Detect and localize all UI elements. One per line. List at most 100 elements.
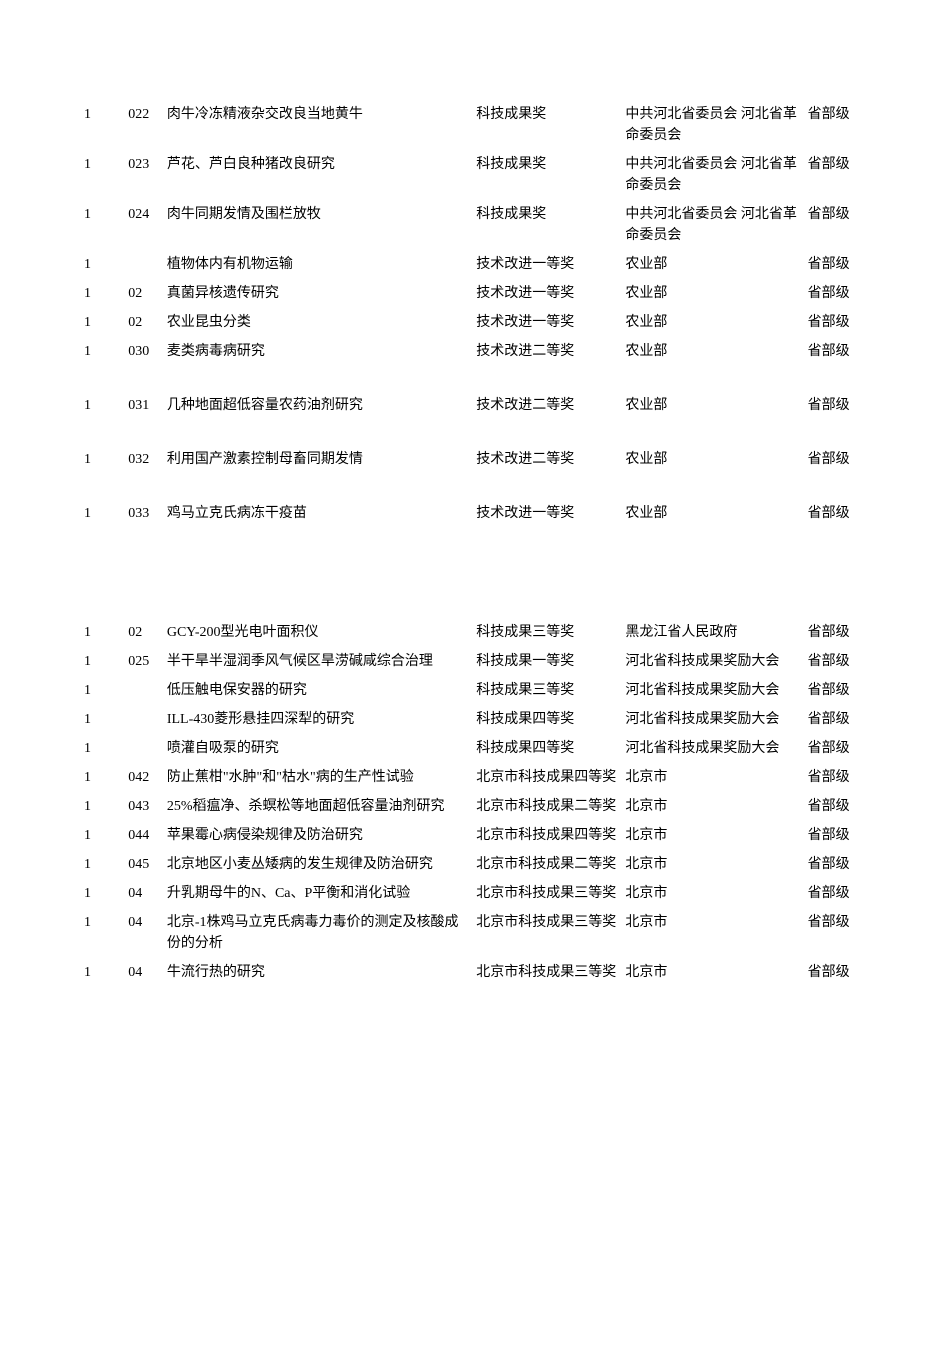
row-code: 031 bbox=[124, 391, 163, 420]
row-level: 省部级 bbox=[804, 763, 870, 792]
row-code: 045 bbox=[124, 850, 163, 879]
table-row: 1低压触电保安器的研究科技成果三等奖河北省科技成果奖励大会省部级 bbox=[80, 676, 870, 705]
row-title: 25%稻瘟净、杀螟松等地面超低容量油剂研究 bbox=[163, 792, 472, 821]
row-title: 苹果霉心病侵染规律及防治研究 bbox=[163, 821, 472, 850]
row-award: 科技成果奖 bbox=[472, 150, 621, 200]
row-level: 省部级 bbox=[804, 908, 870, 958]
awards-table: 1 022肉牛冷冻精液杂交改良当地黄牛科技成果奖中共河北省委员会 河北省革命委员会… bbox=[80, 100, 870, 987]
gap-row bbox=[80, 420, 870, 445]
row-org: 北京市 bbox=[621, 958, 803, 987]
row-title: 半干旱半湿润季风气候区旱涝碱咸综合治理 bbox=[163, 647, 472, 676]
table-row: 1喷灌自吸泵的研究科技成果四等奖河北省科技成果奖励大会省部级 bbox=[80, 734, 870, 763]
row-number: 1 bbox=[80, 850, 124, 879]
row-number: 1 bbox=[80, 792, 124, 821]
gap-row bbox=[80, 474, 870, 499]
row-number: 1 bbox=[80, 908, 124, 958]
table-row: 104北京-1株鸡马立克氏病毒力毒价的测定及核酸成份的分析北京市科技成果三等奖北… bbox=[80, 908, 870, 958]
row-level: 省部级 bbox=[804, 279, 870, 308]
row-code: 025 bbox=[124, 647, 163, 676]
big-gap-row bbox=[80, 528, 870, 618]
row-award: 技术改进二等奖 bbox=[472, 445, 621, 474]
row-level: 省部级 bbox=[804, 308, 870, 337]
row-level: 省部级 bbox=[804, 391, 870, 420]
row-code: 02 bbox=[124, 279, 163, 308]
row-code: 02 bbox=[124, 618, 163, 647]
gap-row bbox=[80, 366, 870, 391]
row-level: 省部级 bbox=[804, 850, 870, 879]
row-level: 省部级 bbox=[804, 705, 870, 734]
row-title: 真菌异核遗传研究 bbox=[163, 279, 472, 308]
row-org: 北京市 bbox=[621, 850, 803, 879]
row-award: 科技成果奖 bbox=[472, 100, 621, 150]
row-award: 北京市科技成果二等奖 bbox=[472, 850, 621, 879]
row-code bbox=[124, 250, 163, 279]
row-award: 科技成果四等奖 bbox=[472, 734, 621, 763]
row-org: 北京市 bbox=[621, 792, 803, 821]
row-org: 北京市 bbox=[621, 821, 803, 850]
row-level: 省部级 bbox=[804, 958, 870, 987]
row-title: 芦花、芦白良种猪改良研究 bbox=[163, 150, 472, 200]
row-level: 省部级 bbox=[804, 337, 870, 366]
row-number: 1 bbox=[80, 200, 124, 250]
row-award: 技术改进一等奖 bbox=[472, 250, 621, 279]
row-award: 北京市科技成果三等奖 bbox=[472, 879, 621, 908]
row-title: 防止蕉柑"水肿"和"枯水"病的生产性试验 bbox=[163, 763, 472, 792]
table-row: 1ILL-430菱形悬挂四深犁的研究科技成果四等奖河北省科技成果奖励大会省部级 bbox=[80, 705, 870, 734]
row-title: 植物体内有机物运输 bbox=[163, 250, 472, 279]
row-number: 1 bbox=[80, 676, 124, 705]
row-title: 升乳期母牛的N、Ca、P平衡和消化试验 bbox=[163, 879, 472, 908]
row-org: 中共河北省委员会 河北省革命委员会 bbox=[621, 100, 803, 150]
row-title: 肉牛冷冻精液杂交改良当地黄牛 bbox=[163, 100, 472, 150]
row-org: 河北省科技成果奖励大会 bbox=[621, 734, 803, 763]
row-code: 042 bbox=[124, 763, 163, 792]
row-award: 技术改进一等奖 bbox=[472, 308, 621, 337]
row-org: 农业部 bbox=[621, 279, 803, 308]
row-level: 省部级 bbox=[804, 618, 870, 647]
row-title: 牛流行热的研究 bbox=[163, 958, 472, 987]
table-row: 1044苹果霉心病侵染规律及防治研究北京市科技成果四等奖北京市省部级 bbox=[80, 821, 870, 850]
row-code bbox=[124, 705, 163, 734]
row-title: 北京地区小麦丛矮病的发生规律及防治研究 bbox=[163, 850, 472, 879]
row-award: 技术改进一等奖 bbox=[472, 499, 621, 528]
table-row: 1022肉牛冷冻精液杂交改良当地黄牛科技成果奖中共河北省委员会 河北省革命委员会… bbox=[80, 100, 870, 150]
row-number: 1 bbox=[80, 499, 124, 528]
row-code: 022 bbox=[124, 100, 163, 150]
row-number: 1 bbox=[80, 308, 124, 337]
table-row: 1032利用国产激素控制母畜同期发情技术改进二等奖农业部省部级 bbox=[80, 445, 870, 474]
row-org: 农业部 bbox=[621, 391, 803, 420]
row-org: 中共河北省委员会 河北省革命委员会 bbox=[621, 200, 803, 250]
row-level: 省部级 bbox=[804, 445, 870, 474]
row-title: ILL-430菱形悬挂四深犁的研究 bbox=[163, 705, 472, 734]
row-level: 省部级 bbox=[804, 499, 870, 528]
table-row: 1033鸡马立克氏病冻干疫苗技术改进一等奖农业部省部级 bbox=[80, 499, 870, 528]
row-number: 1 bbox=[80, 821, 124, 850]
row-org: 河北省科技成果奖励大会 bbox=[621, 676, 803, 705]
table-row: 1023芦花、芦白良种猪改良研究科技成果奖中共河北省委员会 河北省革命委员会省部… bbox=[80, 150, 870, 200]
row-level: 省部级 bbox=[804, 792, 870, 821]
row-code: 023 bbox=[124, 150, 163, 200]
row-award: 北京市科技成果三等奖 bbox=[472, 958, 621, 987]
row-title: 利用国产激素控制母畜同期发情 bbox=[163, 445, 472, 474]
row-level: 省部级 bbox=[804, 734, 870, 763]
row-title: 农业昆虫分类 bbox=[163, 308, 472, 337]
row-award: 北京市科技成果四等奖 bbox=[472, 763, 621, 792]
row-number: 1 bbox=[80, 763, 124, 792]
row-number: 1 bbox=[80, 445, 124, 474]
row-code: 04 bbox=[124, 958, 163, 987]
row-award: 技术改进一等奖 bbox=[472, 279, 621, 308]
row-award: 北京市科技成果二等奖 bbox=[472, 792, 621, 821]
row-title: 几种地面超低容量农药油剂研究 bbox=[163, 391, 472, 420]
table-row: 1030麦类病毒病研究技术改进二等奖农业部省部级 bbox=[80, 337, 870, 366]
table-row: 102GCY-200型光电叶面积仪科技成果三等奖黑龙江省人民政府省部级 bbox=[80, 618, 870, 647]
row-code: 04 bbox=[124, 908, 163, 958]
row-org: 黑龙江省人民政府 bbox=[621, 618, 803, 647]
table-row: 1031几种地面超低容量农药油剂研究技术改进二等奖农业部省部级 bbox=[80, 391, 870, 420]
row-award: 技术改进二等奖 bbox=[472, 337, 621, 366]
row-org: 河北省科技成果奖励大会 bbox=[621, 647, 803, 676]
row-level: 省部级 bbox=[804, 100, 870, 150]
row-title: 喷灌自吸泵的研究 bbox=[163, 734, 472, 763]
row-level: 省部级 bbox=[804, 879, 870, 908]
row-code: 044 bbox=[124, 821, 163, 850]
row-org: 中共河北省委员会 河北省革命委员会 bbox=[621, 150, 803, 200]
row-title: 北京-1株鸡马立克氏病毒力毒价的测定及核酸成份的分析 bbox=[163, 908, 472, 958]
